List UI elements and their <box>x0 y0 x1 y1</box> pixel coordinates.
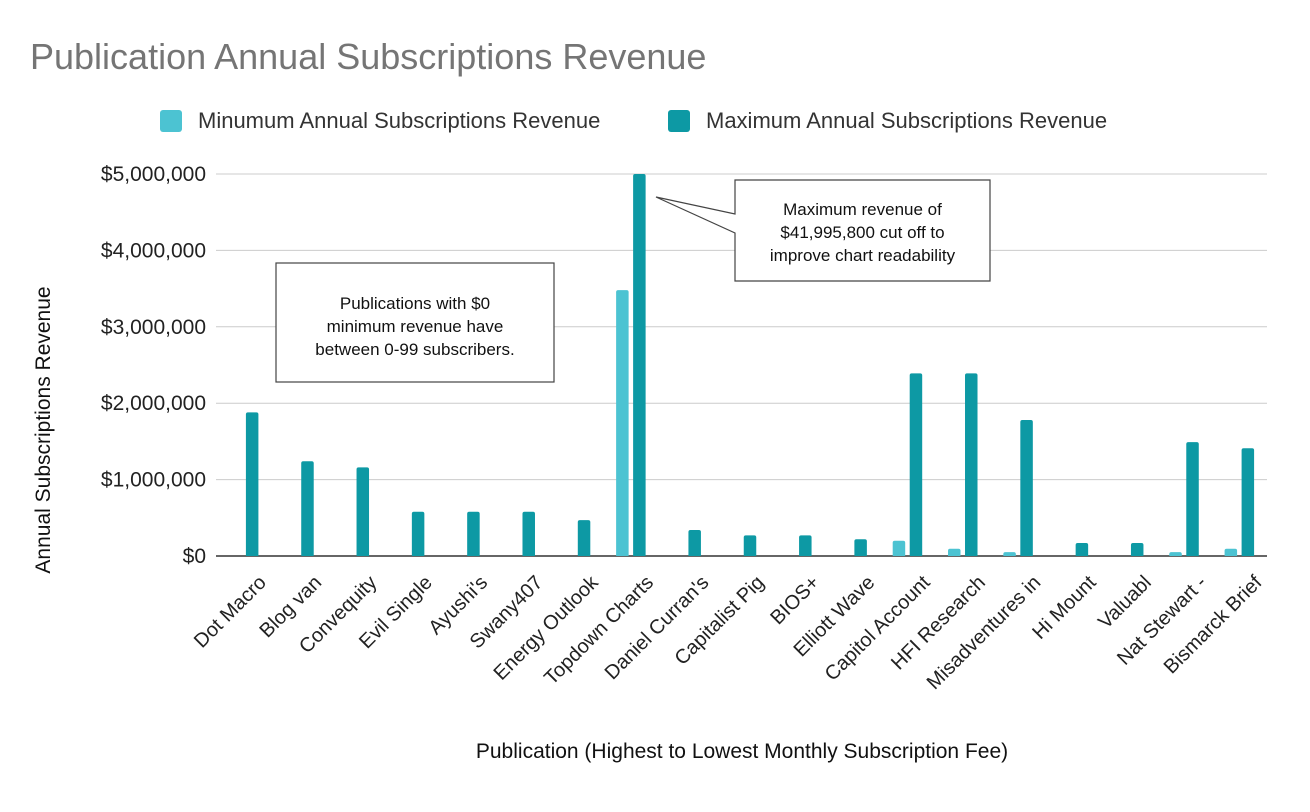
bar-maximum <box>301 461 314 556</box>
zero-min-line-2: minimum revenue have <box>326 317 504 336</box>
x-tick-label: Bismarck Brief <box>1160 571 1267 678</box>
bar-maximum <box>1241 448 1255 556</box>
legend-item-maximum[interactable]: Maximum Annual Subscriptions Revenue <box>668 108 1107 134</box>
cutoff-line-1: Maximum revenue of <box>783 200 942 219</box>
y-tick-label: $4,000,000 <box>101 239 206 262</box>
legend-swatch-maximum <box>668 110 690 132</box>
legend-item-minimum[interactable]: Minumum Annual Subscriptions Revenue <box>160 108 600 134</box>
zero-min-line-1: Publications with $0 <box>339 294 491 313</box>
bar-maximum <box>1130 543 1144 556</box>
bar-maximum <box>633 174 646 556</box>
bar-minimum <box>948 548 961 556</box>
zero-min-callout-text: Publications with $0 minimum revenue hav… <box>276 292 554 361</box>
bar-minimum <box>1003 552 1016 556</box>
cutoff-line-2: $41,995,800 cut off to <box>780 223 945 242</box>
callouts <box>275 179 991 383</box>
y-tick-label: $5,000,000 <box>101 163 206 186</box>
bar-maximum <box>1186 442 1199 556</box>
y-tick-label: $3,000,000 <box>101 316 206 339</box>
bar-maximum <box>577 520 591 556</box>
bar-maximum <box>411 511 425 556</box>
bar-maximum <box>688 530 701 556</box>
cutoff-callout-box <box>655 179 991 282</box>
bar-maximum <box>965 373 978 556</box>
zero-min-line-3: between 0-99 subscribers. <box>315 340 515 359</box>
bar-maximum <box>909 373 923 556</box>
chart-title: Publication Annual Subscriptions Revenue <box>30 36 707 77</box>
bar-maximum <box>743 535 757 556</box>
legend-label-minimum: Minumum Annual Subscriptions Revenue <box>198 108 601 133</box>
bar-minimum <box>1224 548 1238 556</box>
x-tick-label: Dot Macro <box>190 572 271 653</box>
bar-maximum <box>356 467 370 556</box>
bar-maximum <box>467 511 480 556</box>
legend-label-maximum: Maximum Annual Subscriptions Revenue <box>706 108 1108 133</box>
y-tick-label: $1,000,000 <box>101 469 206 492</box>
bar-maximum <box>1020 420 1033 556</box>
bar-maximum <box>854 539 867 556</box>
bar-minimum <box>892 540 906 556</box>
bar-maximum <box>522 511 535 556</box>
y-tick-label: $2,000,000 <box>101 392 206 415</box>
bar-maximum <box>799 535 812 556</box>
bars <box>245 174 1255 556</box>
cutoff-callout-text: Maximum revenue of $41,995,800 cut off t… <box>735 198 990 267</box>
bar-maximum <box>245 412 259 556</box>
cutoff-line-3: improve chart readability <box>769 246 956 265</box>
legend-swatch-minimum <box>160 110 182 132</box>
y-tick-labels: $0 $1,000,000 $2,000,000 $3,000,000 $4,000,0… <box>101 163 206 568</box>
x-axis-title: Publication (Highest to Lowest Monthly S… <box>475 740 1009 763</box>
gridlines <box>216 173 1267 557</box>
y-tick-label: $0 <box>183 545 206 568</box>
zero-min-callout-box <box>275 262 555 383</box>
bar-maximum <box>1075 543 1089 556</box>
y-axis-title: Annual Subscriptions Revenue <box>32 286 55 574</box>
bar-minimum <box>1169 552 1182 556</box>
bar-minimum <box>616 290 629 556</box>
